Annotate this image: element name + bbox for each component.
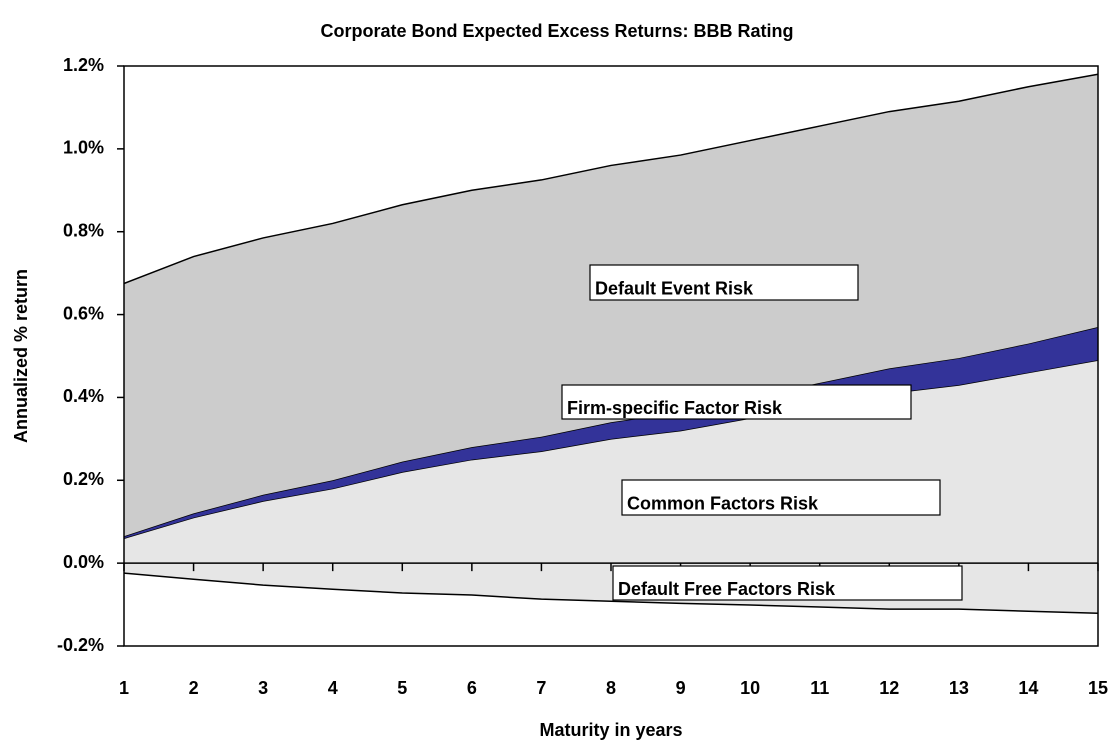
x-tick-label: 4 — [328, 678, 338, 698]
x-tick-label: 12 — [879, 678, 899, 698]
label-box — [589, 264, 859, 301]
y-tick-label: 1.0% — [63, 138, 104, 158]
x-tick-label: 8 — [606, 678, 616, 698]
area — [124, 74, 1098, 537]
series-label: Default Free Factors Risk — [618, 579, 836, 599]
y-tick-label: 1.2% — [63, 55, 104, 75]
label-box — [612, 565, 963, 601]
area — [124, 327, 1098, 539]
y-tick-label: 0.2% — [63, 469, 104, 489]
x-axis-label: Maturity in years — [539, 720, 682, 740]
y-tick-label: 0.4% — [63, 386, 104, 406]
y-tick-label: 0.6% — [63, 303, 104, 323]
boundary-line — [123, 572, 1099, 615]
x-tick-label: 14 — [1018, 678, 1038, 698]
chart-title: Corporate Bond Expected Excess Returns: … — [320, 21, 793, 41]
x-tick-label: 2 — [189, 678, 199, 698]
y-tick-label: 0.8% — [63, 220, 104, 240]
plot-frame — [123, 65, 1099, 647]
x-tick-label: 1 — [119, 678, 129, 698]
x-tick-label: 3 — [258, 678, 268, 698]
boundary-line — [123, 73, 1099, 285]
x-tick-label: 9 — [676, 678, 686, 698]
x-tick-label: 6 — [467, 678, 477, 698]
y-axis-label: Annualized % return — [11, 269, 31, 443]
x-tick-label: 13 — [949, 678, 969, 698]
y-tick-label: 0.0% — [63, 552, 104, 572]
x-tick-label: 15 — [1088, 678, 1108, 698]
x-tick-label: 10 — [740, 678, 760, 698]
x-tick-label: 7 — [536, 678, 546, 698]
series-label: Firm-specific Factor Risk — [567, 398, 783, 418]
series-label: Default Event Risk — [595, 278, 754, 298]
label-box — [621, 479, 941, 516]
series-label: Common Factors Risk — [627, 493, 819, 513]
label-box — [561, 384, 912, 420]
y-tick-label: -0.2% — [57, 635, 104, 655]
x-tick-label: 11 — [810, 678, 829, 698]
x-tick-label: 5 — [397, 678, 407, 698]
